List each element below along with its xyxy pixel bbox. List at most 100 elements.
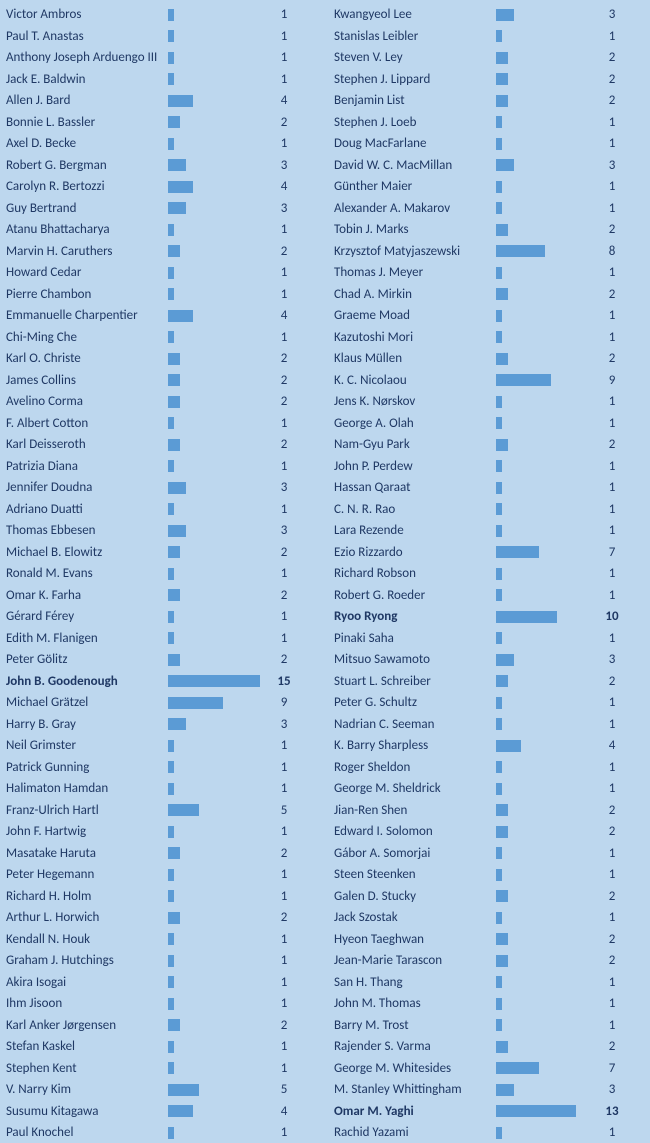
value-bar (496, 740, 521, 752)
table-row: Graham J. Hutchings1 (6, 950, 316, 972)
value-number: 1 (260, 1058, 304, 1080)
value-bar (168, 1019, 180, 1031)
table-row: Pierre Chambon1 (6, 284, 316, 306)
table-row: Karl Deisseroth2 (6, 434, 316, 456)
table-row: Atanu Bhattacharya 1 (6, 219, 316, 241)
person-name: Atanu Bhattacharya (6, 219, 168, 241)
table-row: Paul Knochel1 (6, 1122, 316, 1143)
value-bar (168, 761, 174, 773)
value-bar (496, 331, 502, 343)
value-bar (496, 632, 502, 644)
value-number: 3 (260, 198, 304, 220)
bar-cell (168, 866, 260, 884)
value-number: 10 (588, 606, 632, 628)
table-row: George M. Sheldrick1 (334, 778, 644, 800)
table-row: Krzysztof Matyjaszewski8 (334, 241, 644, 263)
person-name: Steen Steenken (334, 864, 496, 886)
table-row: Allen J. Bard4 (6, 90, 316, 112)
person-name: Stanislas Leibler (334, 26, 496, 48)
value-bar (168, 826, 174, 838)
value-bar (496, 202, 502, 214)
bar-cell (496, 866, 588, 884)
value-number: 1 (588, 305, 632, 327)
person-name: Tobin J. Marks (334, 219, 496, 241)
table-row: Karl Anker Jørgensen2 (6, 1015, 316, 1037)
value-bar (168, 224, 174, 236)
value-number: 2 (588, 219, 632, 241)
bar-cell (168, 242, 260, 260)
person-name: Pinaki Saha (334, 628, 496, 650)
bar-cell (496, 1038, 588, 1056)
table-row: C. N. R. Rao1 (334, 499, 644, 521)
table-row: Karl O. Christe2 (6, 348, 316, 370)
bar-cell (496, 414, 588, 432)
bar-cell (168, 715, 260, 733)
bar-cell (168, 328, 260, 346)
person-name: Michael B. Elowitz (6, 542, 168, 564)
value-bar (168, 955, 174, 967)
value-number: 1 (260, 219, 304, 241)
bar-cell (168, 780, 260, 798)
value-number: 1 (588, 757, 632, 779)
table-row: Kendall N. Houk1 (6, 929, 316, 951)
table-row: Halimaton Hamdan1 (6, 778, 316, 800)
bar-cell (496, 780, 588, 798)
value-bar (496, 1105, 576, 1117)
table-row: Jack Szostak1 (334, 907, 644, 929)
value-number: 4 (260, 176, 304, 198)
person-name: Ryoo Ryong (334, 606, 496, 628)
person-name: Jack E. Baldwin (6, 69, 168, 91)
person-name: Masatake Haruta (6, 843, 168, 865)
value-number: 1 (260, 929, 304, 951)
value-bar (496, 611, 557, 623)
person-name: San H. Thang (334, 972, 496, 994)
bar-cell (496, 672, 588, 690)
table-row: John P. Perdew1 (334, 456, 644, 478)
bar-cell (168, 285, 260, 303)
person-name: Ronald M. Evans (6, 563, 168, 585)
value-bar (168, 632, 174, 644)
value-number: 1 (588, 262, 632, 284)
value-number: 2 (260, 843, 304, 865)
table-row: Steen Steenken 1 (334, 864, 644, 886)
value-number: 9 (260, 692, 304, 714)
bar-cell (496, 737, 588, 755)
value-number: 5 (260, 800, 304, 822)
value-number: 2 (260, 542, 304, 564)
person-name: John P. Perdew (334, 456, 496, 478)
value-number: 3 (260, 477, 304, 499)
value-number: 3 (588, 649, 632, 671)
value-bar (496, 30, 502, 42)
bar-cell (168, 1016, 260, 1034)
bar-cell (496, 307, 588, 325)
columns-container: Victor Ambros1Paul T. Anastas1Anthony Jo… (0, 0, 650, 1143)
bar-cell (168, 500, 260, 518)
bar-cell (168, 844, 260, 862)
bar-cell (496, 1081, 588, 1099)
person-name: Graeme Moad (334, 305, 496, 327)
value-number: 9 (588, 370, 632, 392)
value-bar (496, 267, 502, 279)
value-number: 2 (260, 112, 304, 134)
table-row: Franz-Ulrich Hartl5 (6, 800, 316, 822)
person-name: Jean-Marie Tarascon (334, 950, 496, 972)
table-row: Bonnie L. Bassler2 (6, 112, 316, 134)
bar-cell (168, 92, 260, 110)
bar-cell (496, 221, 588, 239)
value-number: 2 (260, 434, 304, 456)
person-name: Karl Anker Jørgensen (6, 1015, 168, 1037)
bar-cell (168, 823, 260, 841)
value-number: 1 (588, 864, 632, 886)
person-name: Gérard Férey (6, 606, 168, 628)
bar-cell (168, 49, 260, 67)
value-bar (168, 503, 174, 515)
person-name: Howard Cedar (6, 262, 168, 284)
value-number: 1 (260, 950, 304, 972)
value-bar (496, 933, 508, 945)
value-bar (496, 288, 508, 300)
value-bar (496, 546, 539, 558)
table-row: Benjamin List2 (334, 90, 644, 112)
value-number: 3 (260, 155, 304, 177)
table-row: Klaus Müllen2 (334, 348, 644, 370)
bar-cell (496, 565, 588, 583)
